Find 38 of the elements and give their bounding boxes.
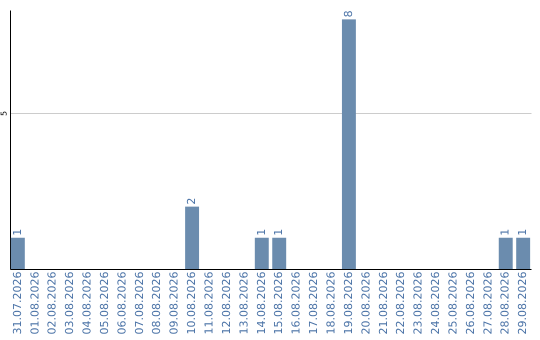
y-tick-label: 5 [0, 110, 8, 116]
x-tick-label: 25.08.2026 [446, 272, 460, 334]
data-label: 1 [498, 228, 512, 236]
x-tick-label: 16.08.2026 [290, 272, 303, 334]
x-tick-label: 04.08.2026 [80, 272, 94, 334]
data-label: 2 [185, 198, 198, 205]
x-tick-label: 11.08.2026 [202, 272, 216, 334]
x-tick-label: 02.08.2026 [46, 272, 59, 334]
x-tick-label: 27.08.2026 [481, 272, 494, 334]
x-tick-label: 03.08.2026 [63, 272, 76, 334]
x-tick-label: 08.08.2026 [150, 272, 164, 334]
x-tick-label: 14.08.2026 [254, 272, 268, 334]
x-tick-label: 28.08.2026 [498, 272, 512, 334]
x-tick-label: 07.08.2026 [132, 272, 146, 334]
x-tick-label: 24.08.2026 [429, 272, 442, 334]
data-label: 1 [272, 228, 286, 236]
x-tick-label: 15.08.2026 [272, 272, 286, 334]
data-label: 1 [10, 228, 24, 236]
x-tick-label: 21.08.2026 [376, 272, 390, 334]
x-tick-label: 06.08.2026 [115, 272, 128, 334]
x-tick-label: 10.08.2026 [185, 272, 198, 334]
x-tick-label: 12.08.2026 [220, 272, 233, 334]
x-tick-label: 13.08.2026 [237, 272, 250, 334]
x-tick-label: 31.07.2026 [10, 272, 24, 334]
x-tick-label: 05.08.2026 [98, 272, 111, 334]
data-label: 8 [342, 10, 355, 18]
data-label: 1 [254, 228, 268, 236]
data-label: 1 [516, 228, 530, 236]
x-tick-label: 22.08.2026 [394, 272, 408, 334]
x-tick-label: 18.08.2026 [324, 272, 338, 334]
x-tick-label: 09.08.2026 [168, 272, 181, 334]
x-tick-label: 19.08.2026 [342, 272, 355, 334]
x-tick-label: 29.08.2026 [516, 272, 530, 334]
x-tick-label: 17.08.2026 [307, 272, 320, 334]
x-tick-label: 23.08.2026 [412, 272, 425, 334]
x-tick-label: 20.08.2026 [359, 272, 372, 334]
x-tick-label: 26.08.2026 [464, 272, 477, 334]
x-tick-label: 01.08.2026 [28, 272, 42, 334]
